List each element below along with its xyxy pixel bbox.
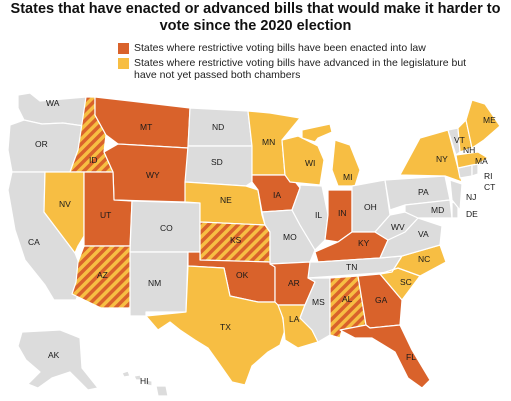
label-VT: VT (454, 135, 465, 145)
label-NJ: NJ (466, 192, 476, 202)
label-MO: MO (283, 232, 297, 242)
label-NV: NV (59, 199, 71, 209)
label-CT: CT (484, 182, 495, 192)
label-WI: WI (305, 158, 315, 168)
state-MA[interactable] (455, 151, 489, 169)
label-DE: DE (466, 209, 478, 219)
label-LA: LA (289, 314, 300, 324)
label-IL: IL (315, 210, 322, 220)
label-WA: WA (46, 98, 60, 108)
label-NE: NE (220, 195, 232, 205)
state-NJ[interactable] (449, 179, 463, 211)
state-HI[interactable] (121, 370, 169, 397)
label-AZ: AZ (97, 270, 108, 280)
label-MA: MA (475, 156, 488, 166)
label-FL: FL (406, 352, 416, 362)
label-IA: IA (273, 190, 281, 200)
label-TN: TN (346, 262, 357, 272)
state-IL[interactable] (291, 184, 329, 251)
label-OK: OK (236, 270, 249, 280)
label-HI: HI (140, 376, 149, 386)
label-GA: GA (375, 295, 388, 305)
label-ND: ND (212, 122, 224, 132)
label-WV: WV (391, 222, 405, 232)
label-MI: MI (343, 172, 352, 182)
map-title: States that have enacted or advanced bil… (10, 1, 501, 34)
state-SD[interactable] (184, 145, 253, 187)
label-SD: SD (211, 157, 223, 167)
state-AK[interactable] (17, 329, 99, 391)
legend-swatch-enacted (118, 43, 129, 54)
label-ID: ID (89, 155, 98, 165)
label-ME: ME (483, 115, 496, 125)
legend-label-enacted: States where restrictive voting bills ha… (134, 42, 426, 54)
label-WY: WY (146, 170, 160, 180)
label-MD: MD (431, 205, 444, 215)
label-TX: TX (220, 322, 231, 332)
label-RI: RI (484, 171, 493, 181)
label-NC: NC (418, 254, 430, 264)
label-KS: KS (230, 235, 242, 245)
state-FL[interactable] (339, 324, 431, 389)
label-NH: NH (463, 145, 475, 155)
label-OH: OH (364, 202, 377, 212)
label-PA: PA (418, 187, 429, 197)
label-NM: NM (148, 278, 161, 288)
label-NY: NY (436, 154, 448, 164)
label-MS: MS (312, 297, 325, 307)
state-WI[interactable] (281, 135, 325, 186)
label-CO: CO (160, 223, 173, 233)
label-AR: AR (288, 278, 300, 288)
label-VA: VA (418, 229, 429, 239)
label-MT: MT (140, 122, 152, 132)
legend-swatch-advanced (118, 58, 129, 69)
label-UT: UT (100, 210, 111, 220)
label-SC: SC (400, 277, 412, 287)
label-MN: MN (262, 137, 275, 147)
legend: States where restrictive voting bills ha… (118, 42, 488, 84)
label-AK: AK (48, 350, 60, 360)
state-TX[interactable] (145, 265, 286, 386)
legend-row-enacted: States where restrictive voting bills ha… (118, 42, 488, 54)
label-IN: IN (338, 208, 347, 218)
label-OR: OR (35, 139, 48, 149)
label-AL: AL (342, 294, 353, 304)
legend-label-advanced: States where restrictive voting bills ha… (134, 57, 467, 81)
state-ME[interactable] (465, 99, 501, 149)
legend-row-advanced: States where restrictive voting bills ha… (118, 57, 488, 81)
label-CA: CA (28, 237, 40, 247)
state-MD[interactable] (404, 199, 453, 219)
label-KY: KY (358, 238, 370, 248)
